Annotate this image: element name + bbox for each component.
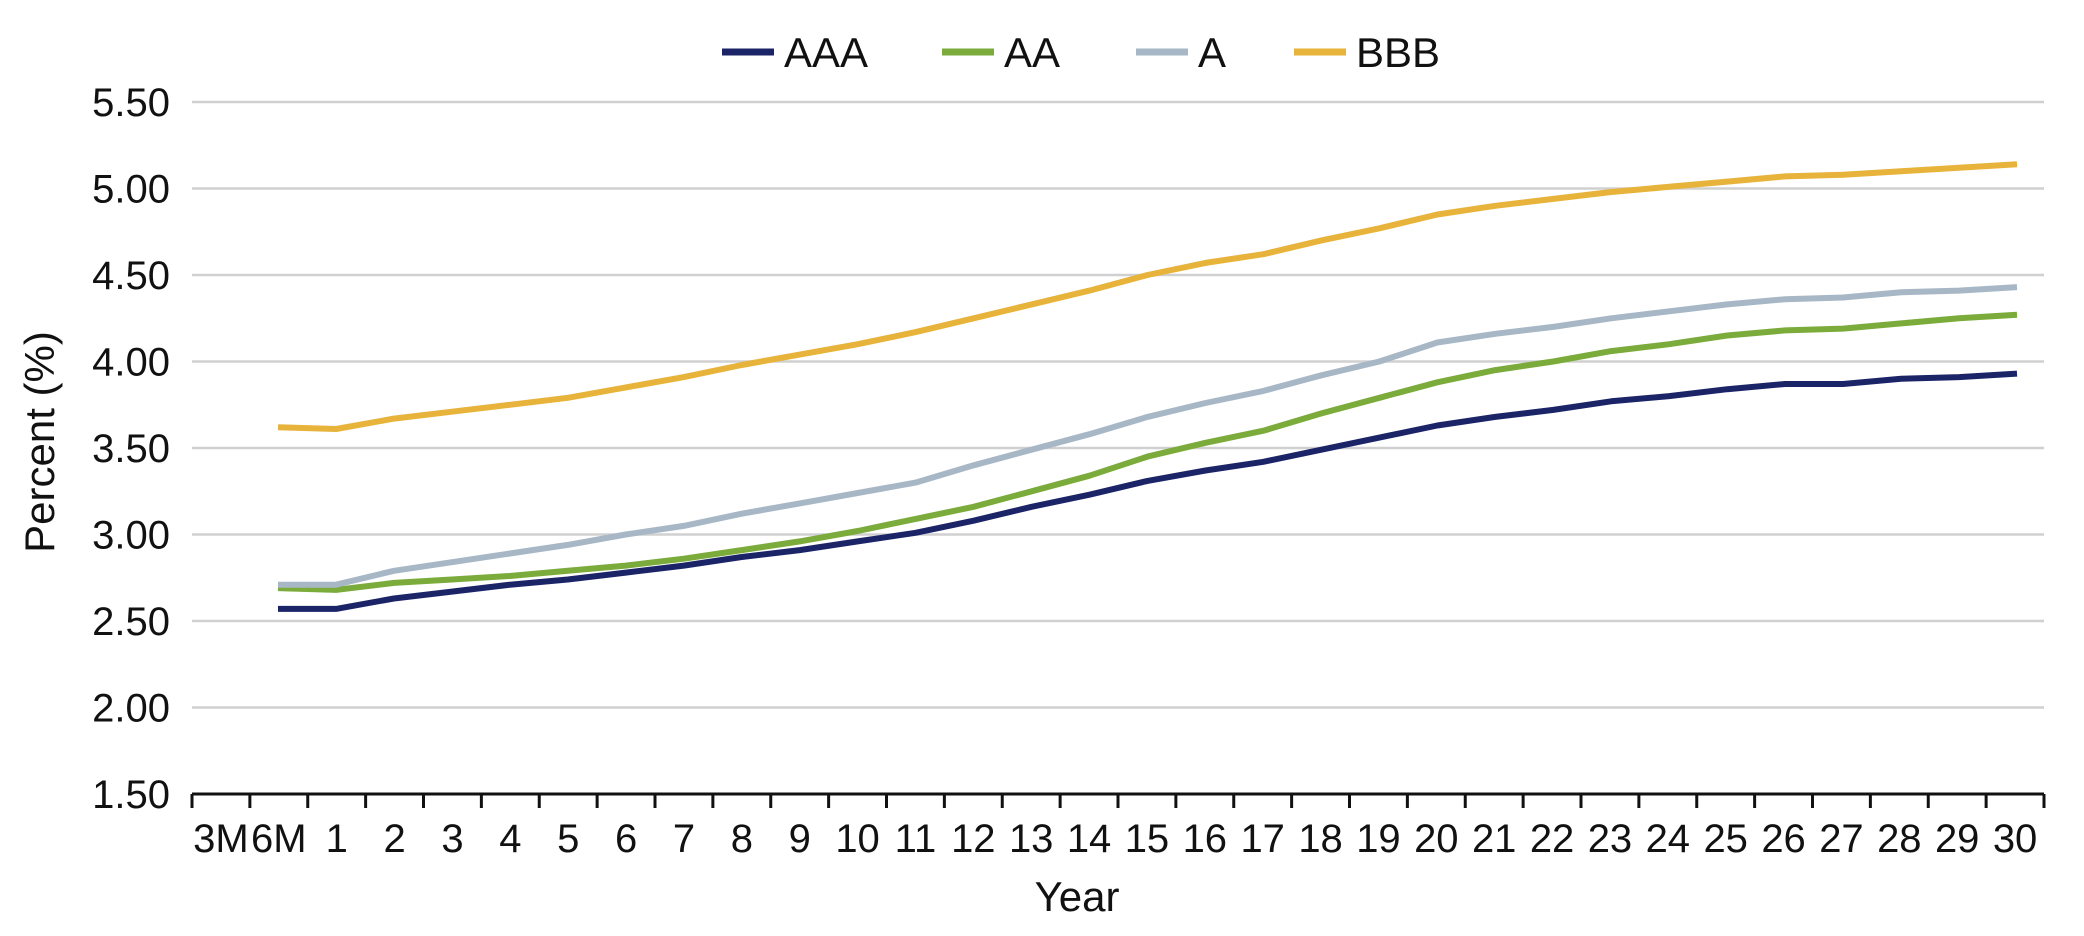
x-tick-label: 29 [1935,817,1980,861]
x-tick-label: 12 [951,817,996,861]
x-tick-label: 21 [1472,817,1517,861]
x-tick-label: 11 [895,817,937,861]
x-tick-label: 22 [1530,817,1575,861]
x-tick-label: 23 [1588,817,1633,861]
y-axis: 1.50 2.00 2.50 3.00 3.50 4.00 4.50 5.00 5.50 [92,81,170,817]
y-tick-label: 2.00 [92,687,170,731]
legend-label-aaa: AAA [784,29,868,76]
x-axis-title: Year [1035,873,1120,920]
x-tick-label: 20 [1414,817,1459,861]
y-tick-label: 3.50 [92,427,170,471]
x-tick-label: 5 [557,817,579,861]
x-tick-label: 28 [1877,817,1922,861]
series-line-bbb [277,161,2018,432]
legend-label-bbb: BBB [1356,29,1440,76]
x-tick-label: 7 [673,817,695,861]
x-tick-label: 18 [1298,817,1343,861]
x-tick-label: 15 [1125,817,1170,861]
y-axis-title: Percent (%) [16,331,63,553]
legend: AAA AA A BBB [722,29,1440,76]
x-tick-label: 14 [1067,817,1112,861]
y-tick-label: 2.50 [92,600,170,644]
y-tick-label: 5.00 [92,168,170,212]
x-tick-label: 8 [731,817,753,861]
legend-label-a: A [1198,29,1226,76]
y-tick-label: 4.50 [92,254,170,298]
y-tick-label: 5.50 [92,81,170,125]
x-tick-label: 3 [441,817,463,861]
series-line-aa [277,311,2018,593]
x-tick-label: 17 [1240,817,1285,861]
x-tick-label: 2 [383,817,405,861]
series-line-aaa [278,370,2018,612]
series-line-a [278,284,2018,588]
x-tick-label: 30 [1993,817,2038,861]
x-tick-label: 24 [1646,817,1691,861]
x-tick-label: 26 [1761,817,1806,861]
legend-label-aa: AA [1004,29,1060,76]
x-tick-label: 19 [1356,817,1401,861]
x-tick-label: 6 [615,817,637,861]
x-tick-label: 27 [1819,817,1864,861]
y-tick-label: 3.00 [92,514,170,558]
x-axis: 3M 6M 1 2 3 4 5 6 7 8 9 10 11 12 13 14 15 16 17 18 19 20 21 22 2… [190,792,2046,861]
x-tick-label: 9 [789,817,811,861]
x-tick-label: 10 [835,817,880,861]
x-tick-label: 1 [326,817,348,861]
y-tick-label: 4.00 [92,341,170,385]
x-tick-label: 25 [1703,817,1748,861]
y-tick-label: 1.50 [92,773,170,817]
x-tick-label: 3M [193,817,249,861]
x-tick-label: 16 [1183,817,1228,861]
gridlines [192,100,2044,709]
series-lines [277,161,2018,612]
x-tick-label: 4 [499,817,521,861]
x-tick-label: 6M [251,817,307,861]
x-tick-label: 13 [1009,817,1054,861]
